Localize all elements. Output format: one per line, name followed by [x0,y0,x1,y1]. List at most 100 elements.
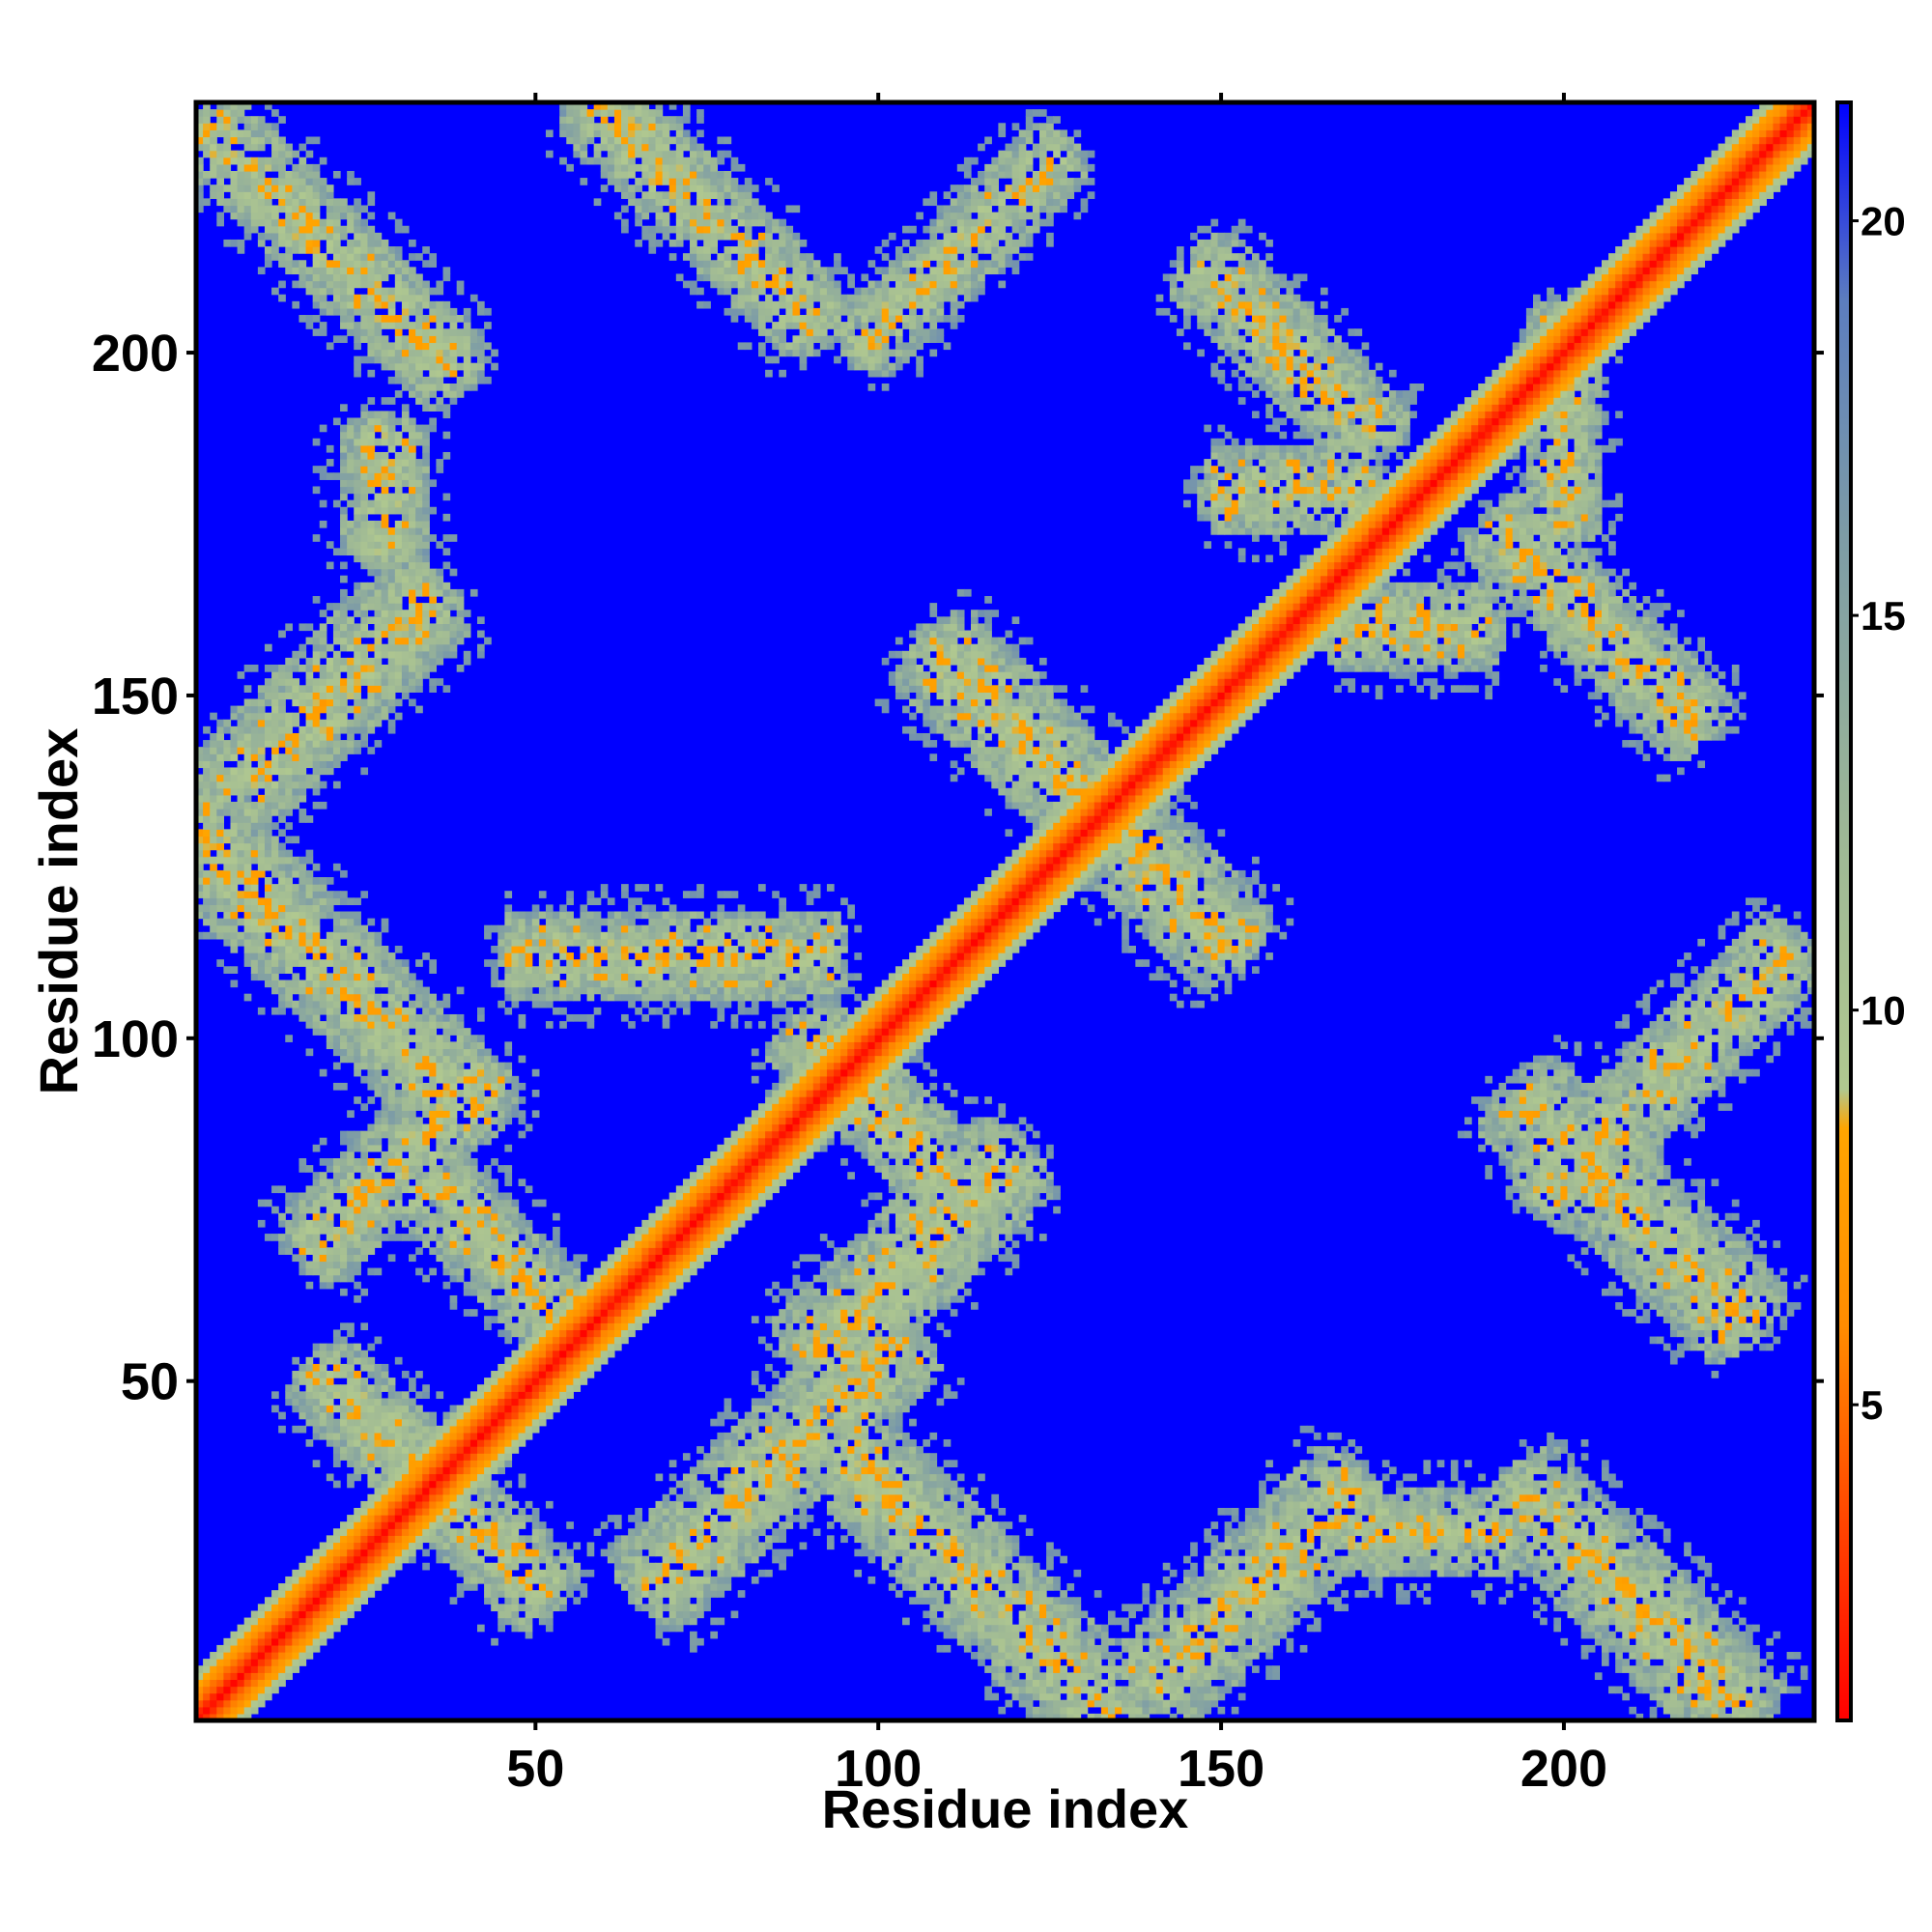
heatmap-cell [553,1316,560,1323]
heatmap-cell [387,568,396,577]
heatmap-cell [504,1075,513,1084]
heatmap-cell [216,156,224,165]
heatmap-cell [285,774,293,782]
heatmap-cell [230,781,239,789]
heatmap-cell [237,671,245,679]
heatmap-cell [319,1371,327,1378]
heatmap-cell [319,267,327,275]
heatmap-cell [511,959,520,967]
heatmap-cell [332,1432,341,1440]
heatmap-cell [216,719,224,727]
heatmap-cell [429,1418,438,1427]
heatmap-cell [553,1336,560,1345]
heatmap-cell [347,1172,355,1179]
heatmap-cell [243,212,252,220]
heatmap-cell [278,945,286,953]
heatmap-cell [319,911,327,920]
heatmap-cell [518,1439,526,1447]
heatmap-cell [429,1117,438,1125]
heatmap-cell [442,1123,451,1132]
heatmap-cell [415,253,423,261]
heatmap-cell [387,1021,396,1029]
heatmap-cell [573,1363,582,1372]
heatmap-cell [243,1692,252,1701]
heatmap-cell [429,1535,438,1544]
heatmap-cell [332,698,341,707]
heatmap-cell [285,781,293,789]
heatmap-cell [436,1240,444,1248]
heatmap-cell [449,1493,458,1502]
heatmap-cell [477,1254,485,1263]
heatmap-cell [305,705,314,714]
heatmap-cell [409,1453,416,1461]
heatmap-cell [347,931,355,940]
heatmap-cell [278,1624,286,1633]
heatmap-cell [230,980,239,988]
heatmap-cell [271,692,279,700]
heatmap-cell [292,1356,300,1365]
heatmap-cells [196,102,1814,1720]
heatmap-cell [292,1212,300,1221]
heatmap-cell [484,1322,492,1331]
heatmap-cell [531,1398,540,1406]
heatmap-cell [319,1617,327,1626]
heatmap-cell [332,1240,341,1248]
heatmap-cell [504,1597,513,1605]
heatmap-cell [203,801,211,810]
heatmap-cell [223,911,232,920]
heatmap-cell [230,753,239,761]
heatmap-cell [415,568,423,577]
heatmap-cell [401,1055,410,1064]
heatmap-cell [250,822,259,830]
heatmap-cell [374,534,383,542]
heatmap-cell [360,1103,369,1111]
heatmap-cell [477,1137,485,1146]
heatmap-cell [409,1480,416,1489]
heatmap-cell [566,959,574,967]
heatmap-cell [312,643,321,652]
heatmap-cell [484,322,492,329]
heatmap-cell [340,1035,348,1042]
heatmap-cell [250,170,259,179]
heatmap-cell [292,1378,300,1385]
heatmap-cell [230,938,239,947]
heatmap-cell [278,218,286,227]
heatmap-cell [422,610,430,617]
heatmap-cell [326,1192,334,1201]
heatmap-cell [223,836,232,844]
heatmap-cell [422,1384,430,1392]
heatmap-cell [401,541,410,549]
heatmap-cell [203,877,211,885]
heatmap-cell [409,342,416,351]
heatmap-cell [196,863,204,871]
heatmap-cell [332,1446,341,1454]
heatmap-cell [442,616,451,625]
heatmap-cell [271,891,279,898]
heatmap-cell [292,931,300,940]
heatmap-cell [381,1021,389,1029]
heatmap-cell [319,1267,327,1276]
heatmap-cell [354,980,361,988]
heatmap-cell [305,959,314,967]
heatmap-cell [285,1391,293,1400]
heatmap-cell [436,307,444,316]
heatmap-cell [436,1137,444,1146]
heatmap-cell [463,1521,471,1529]
heatmap-cell [312,1617,321,1626]
heatmap-cell [394,1480,403,1489]
heatmap-cell [442,513,451,522]
heatmap-cell [531,945,540,953]
heatmap-cell [442,1192,451,1201]
heatmap-cell [285,170,293,179]
heatmap-cell [326,1439,334,1447]
heatmap-cell [216,1665,224,1673]
heatmap-cell [210,1672,217,1681]
heatmap-cell [545,1363,554,1372]
heatmap-cell [518,1521,526,1529]
heatmap-cell [504,1007,513,1015]
heatmap-cell [477,1480,485,1489]
heatmap-cell [257,1631,266,1639]
heatmap-cell [264,760,272,769]
heatmap-cell [381,472,389,480]
heatmap-cell [305,1371,314,1378]
